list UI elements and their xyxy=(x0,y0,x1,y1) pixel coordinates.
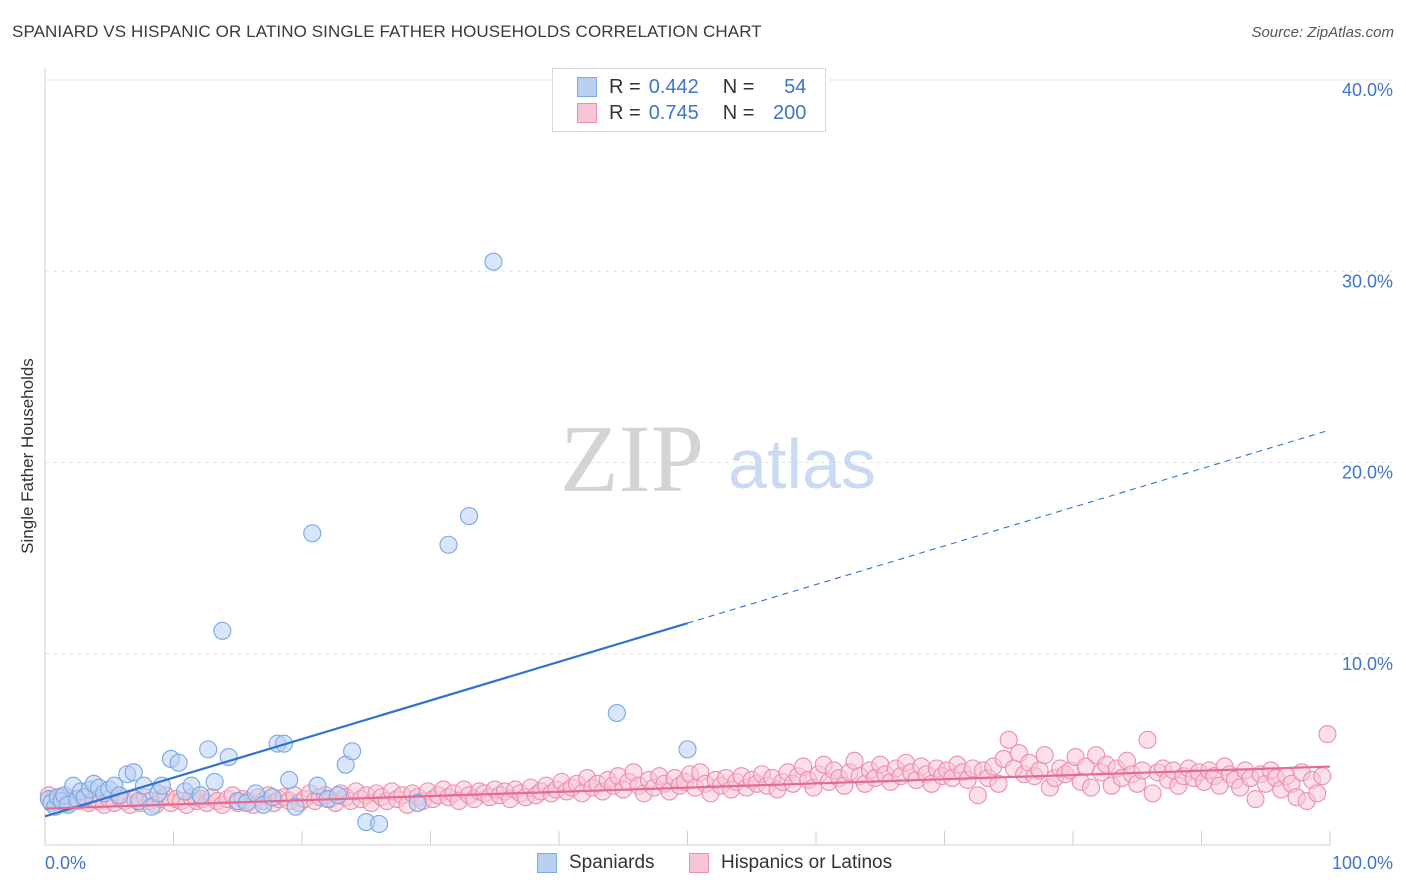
spaniard-point xyxy=(191,786,210,805)
spaniard-point xyxy=(199,740,218,759)
hispanics-trendline xyxy=(44,765,1331,810)
hispanic-point xyxy=(845,751,864,770)
hispanic-point xyxy=(1133,761,1152,780)
hispanic-point xyxy=(1313,767,1332,786)
legend-row-spaniards: R = 0.442 N = 54 xyxy=(577,75,806,99)
spaniard-point xyxy=(328,786,348,805)
hispanic-point xyxy=(1035,746,1054,765)
hispanic-point xyxy=(1143,784,1162,803)
spaniards-trendline xyxy=(44,622,688,818)
legend-swatch-hispanics xyxy=(577,103,597,123)
legend-r-label: R = xyxy=(609,75,641,98)
hispanic-point xyxy=(1138,730,1157,749)
spaniard-point xyxy=(263,788,282,807)
gridlines xyxy=(45,79,1392,655)
legend-n-label: N = xyxy=(722,101,755,124)
legend-n-value: 200 xyxy=(773,101,807,124)
spaniard-point xyxy=(286,797,305,816)
spaniard-point xyxy=(213,621,232,640)
legend-n-value: 54 xyxy=(784,75,807,98)
x-tick-label-right: 100.0% xyxy=(1332,853,1393,873)
y-tick-label: 30.0% xyxy=(1342,271,1393,291)
spaniard-point xyxy=(370,814,389,834)
spaniard-point xyxy=(303,524,322,543)
spaniards-trendline-extension xyxy=(687,429,1331,624)
spaniard-point xyxy=(169,753,188,772)
spaniard-point xyxy=(439,535,458,554)
spaniard-point xyxy=(408,793,427,812)
hispanic-point xyxy=(1081,778,1101,797)
hispanic-point xyxy=(999,730,1018,749)
legend-n-label: N = xyxy=(722,75,755,98)
series-swatch-hispanics xyxy=(689,853,709,873)
hispanic-point xyxy=(968,786,987,805)
hispanic-point xyxy=(989,774,1008,793)
spaniard-point xyxy=(484,252,503,271)
y-tick-label: 20.0% xyxy=(1342,463,1393,483)
hispanic-point xyxy=(1308,784,1327,803)
spaniard-point xyxy=(607,703,626,723)
x-tick-label-left: 0.0% xyxy=(45,853,86,873)
spaniard-point xyxy=(678,740,697,759)
chart-title: SPANIARD VS HISPANIC OR LATINO SINGLE FA… xyxy=(12,22,762,41)
watermark: ZIP atlas xyxy=(560,405,876,512)
series-label-spaniards: Spaniards xyxy=(569,852,655,873)
legend-swatch-spaniards xyxy=(577,77,597,97)
spaniards-points xyxy=(39,252,697,834)
spaniard-point xyxy=(110,786,129,805)
series-legend: Spaniards Hispanics or Latinos xyxy=(0,852,1406,878)
series-label-hispanics: Hispanics or Latinos xyxy=(721,852,893,873)
series-swatch-spaniards xyxy=(537,853,557,873)
chart-source: Source: ZipAtlas.com xyxy=(1251,24,1394,41)
spaniard-point xyxy=(124,763,143,782)
spaniard-point xyxy=(308,776,327,795)
spaniard-point xyxy=(459,506,479,526)
series-legend-spaniards: Spaniards xyxy=(537,852,655,874)
trendlines xyxy=(44,429,1331,818)
hispanic-point xyxy=(1318,725,1337,744)
legend-row-hispanics: R = 0.745 N = 200 xyxy=(577,101,806,125)
hispanic-point xyxy=(1246,790,1265,809)
spaniard-point xyxy=(343,742,362,761)
y-tick-label: 10.0% xyxy=(1342,654,1393,674)
legend-r-value: 0.442 xyxy=(648,75,699,98)
axes xyxy=(44,68,1331,846)
watermark-atlas: atlas xyxy=(728,425,876,503)
legend-r-value: 0.745 xyxy=(648,101,699,124)
series-legend-hispanics: Hispanics or Latinos xyxy=(689,852,892,874)
spaniard-point xyxy=(280,770,299,790)
watermark-zip: ZIP xyxy=(560,405,704,512)
tick-labels: 10.0% 20.0% 30.0% 40.0% 0.0% 100.0% xyxy=(45,80,1393,873)
stats-legend: R = 0.442 N = 54 R = 0.745 N = 200 xyxy=(552,68,826,132)
spaniard-point xyxy=(205,772,224,791)
legend-r-label: R = xyxy=(609,101,641,124)
y-tick-label: 40.0% xyxy=(1342,80,1393,100)
